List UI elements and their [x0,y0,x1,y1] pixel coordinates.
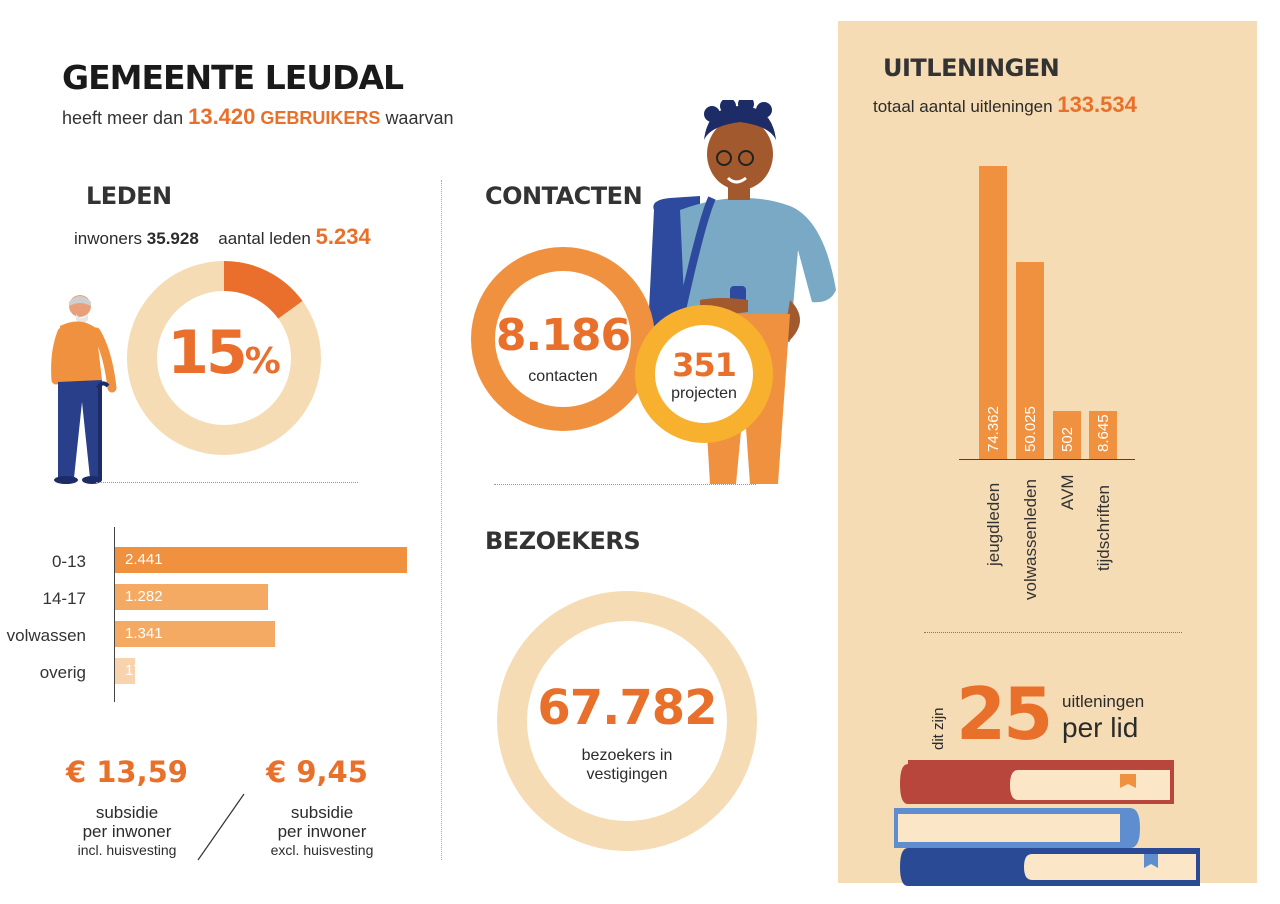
bezoekers-label: bezoekers in vestigingen [496,746,758,784]
subsidie-incl-label: subsidie per inwoner incl. huisvesting [52,803,202,860]
per-lid-line1: uitleningen [1062,692,1145,711]
inwoners-value: 35.928 [146,229,199,248]
bezoekers-title: BEZOEKERS [485,527,641,555]
subsidie-incl-line1: subsidie [95,803,159,822]
subsidie-separator [197,793,245,861]
contacten-title: CONTACTEN [485,182,643,210]
uitleningen-total-value: 133.534 [1057,92,1137,117]
loan-bar [1016,261,1044,459]
bezoekers-ring-chart [497,591,757,851]
loans-axis [959,459,1135,460]
age-bar: 170 [115,658,150,684]
subtitle-prefix: heeft meer dan [62,108,184,128]
age-bar-value: 170 [125,662,151,679]
loan-bar-value: 50.025 [1022,406,1039,452]
subsidie-excl-line3: excl. huisvesting [270,842,374,858]
page-title: GEMEENTE LEUDAL [62,58,404,97]
subsidie-excl-label: subsidie per inwoner excl. huisvesting [247,803,397,860]
users-count: 13.420 [188,104,256,129]
per-lid-line2: per lid [1062,712,1139,743]
subsidie-excl-value: € 9,45 [266,755,368,789]
uitleningen-total: totaal aantal uitleningen 133.534 [873,92,1137,118]
bezoekers-label-line2: vestigingen [586,766,668,783]
per-lid-prefix: dit zijn [930,707,947,750]
age-category-label: 14-17 [42,589,86,608]
leden-donut-chart [127,261,321,455]
percent-sign: % [244,341,281,382]
uitleningen-total-label: totaal aantal uitleningen [873,97,1053,116]
loan-bar-value: 8.645 [1095,414,1112,452]
subsidie-excl-line1: subsidie [290,803,354,822]
leden-title: LEDEN [86,182,172,210]
leden-label: aantal leden [218,229,311,248]
leden-divider [96,482,358,483]
books-stack-illustration [894,760,1200,886]
contacts-label: contacten [528,368,598,385]
loan-category-label: volwassenleden [1021,479,1040,600]
contacts-ring-chart [471,247,655,431]
age-axis [114,527,115,702]
loan-category-label: tijdschriften [1094,485,1113,571]
elderly-person-illustration [51,295,117,484]
projects-value: 351 [672,346,737,384]
age-category-label: volwassen [6,626,86,645]
subsidie-incl-value: € 13,59 [65,755,188,789]
bezoekers-label-line1: bezoekers in [581,747,673,764]
age-bar: 2.441 [115,547,407,573]
leden-value: 5.234 [315,224,371,249]
loan-bar [1053,411,1081,459]
contacten-divider [494,484,756,485]
inwoners-label: inwoners [74,229,143,248]
loan-bar-value: 74.362 [985,406,1002,452]
projects-label: projecten [671,385,737,402]
leden-stats: inwoners 35.928 aantal leden 5.234 [74,224,371,250]
users-label: GEBRUIKERS [260,108,381,128]
loan-bar-value: 502 [1059,426,1076,452]
uitleningen-divider [924,632,1182,633]
percent-number: 15 [167,318,247,388]
subtitle-suffix: waarvan [385,108,454,128]
loan-category-label: jeugdleden [984,482,1003,566]
contacts-value: 8.186 [495,310,631,361]
loan-bar [979,166,1007,459]
age-category-label: overig [39,663,86,682]
projects-ring-chart [635,305,773,443]
subsidie-incl-line2: per inwoner [82,822,172,841]
loan-bar [1089,411,1117,459]
age-bar-value: 1.282 [125,588,163,605]
uitleningen-panel [838,21,1257,883]
loan-category-label: AVM [1058,474,1077,510]
age-bar-value: 2.441 [125,551,163,568]
subsidie-incl-line3: incl. huisvesting [77,842,177,858]
age-category-label: 0-13 [51,552,86,571]
age-bar: 1.341 [115,621,276,647]
donut-value-arc [223,261,303,320]
bezoekers-value: 67.782 [537,680,717,736]
age-bar-value: 1.341 [125,625,163,642]
users-subtitle: heeft meer dan 13.420 GEBRUIKERS waarvan [62,104,453,130]
leden-percent: 15% [124,318,324,388]
subsidie-excl-line2: per inwoner [277,822,367,841]
per-lid-value: 25 [956,672,1053,756]
column-divider [441,180,442,860]
age-bar: 1.282 [115,584,269,610]
uitleningen-title: UITLENINGEN [883,54,1060,82]
